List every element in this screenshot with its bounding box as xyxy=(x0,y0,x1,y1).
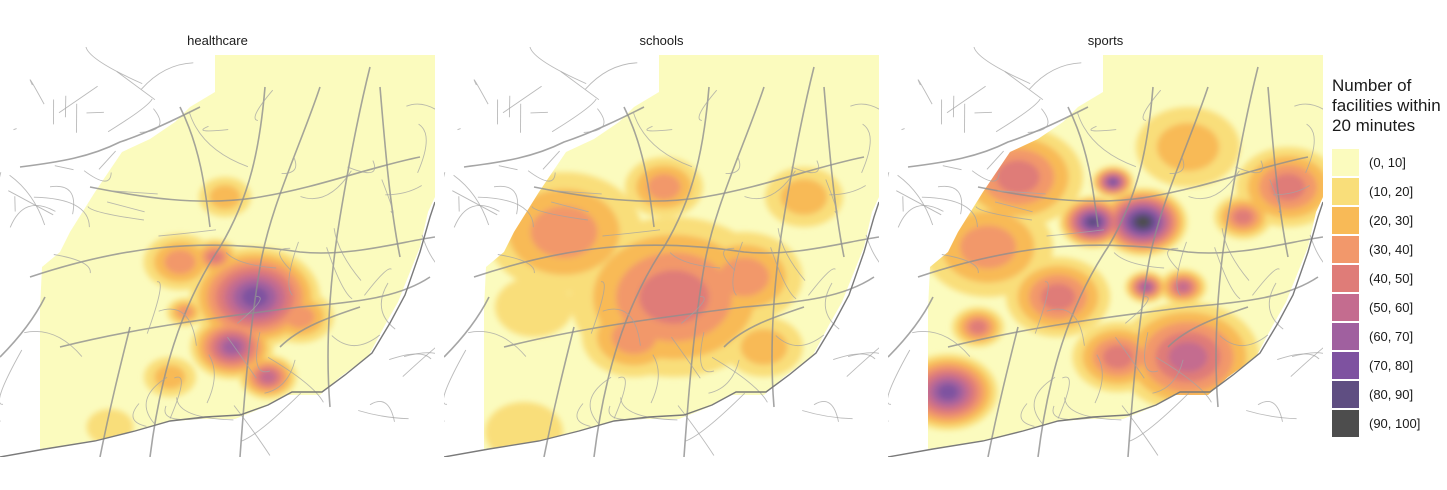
legend-label: (50, 60] xyxy=(1369,300,1414,315)
density-layer xyxy=(86,177,334,445)
density-contour xyxy=(780,179,828,215)
density-contour xyxy=(718,257,770,297)
density-contour xyxy=(495,277,573,337)
legend-swatch xyxy=(1332,178,1359,205)
legend-swatch xyxy=(1332,323,1359,350)
legend-item: (30, 40] xyxy=(1332,235,1447,264)
legend-label: (90, 100] xyxy=(1369,416,1421,431)
density-contour xyxy=(639,270,709,324)
legend-swatch xyxy=(1332,410,1359,437)
legend-title: Number of facilities within 20 minutes xyxy=(1332,76,1447,136)
density-contour xyxy=(164,250,196,274)
road-network xyxy=(888,47,1323,457)
panel-title-healthcare: healthcare xyxy=(187,33,248,48)
legend-item: (40, 50] xyxy=(1332,264,1447,293)
legend-item: (70, 80] xyxy=(1332,351,1447,380)
legend-label: (20, 30] xyxy=(1369,213,1414,228)
legend-item: (90, 100] xyxy=(1332,409,1447,438)
density-contour xyxy=(996,160,1040,194)
density-contour xyxy=(1102,345,1134,369)
density-contour xyxy=(1168,342,1208,372)
density-contour xyxy=(260,371,276,383)
legend-swatch xyxy=(1332,381,1359,408)
legend-label: (10, 20] xyxy=(1369,184,1414,199)
coastline xyxy=(444,201,879,457)
density-contour xyxy=(1108,178,1118,186)
legend-item: (20, 30] xyxy=(1332,206,1447,235)
density-contour xyxy=(86,409,134,445)
coastline xyxy=(0,201,435,457)
coastline xyxy=(888,201,1323,457)
legend-label: (80, 90] xyxy=(1369,387,1414,402)
road-network xyxy=(444,47,879,457)
density-contour xyxy=(1270,173,1306,201)
density-contour xyxy=(1233,209,1253,225)
legend-swatch xyxy=(1332,294,1359,321)
map-schools xyxy=(444,47,879,457)
legend-title-line: Number of xyxy=(1332,76,1412,95)
density-contour xyxy=(209,185,241,209)
legend-label: (30, 40] xyxy=(1369,242,1414,257)
density-contour xyxy=(1040,283,1076,311)
panel-title-sports: sports xyxy=(1087,33,1124,48)
map-sports xyxy=(888,47,1323,457)
density-contour xyxy=(740,329,788,365)
legend-title-line: facilities within xyxy=(1332,96,1441,115)
legend-title-line: 20 minutes xyxy=(1332,116,1416,135)
legend-item: (10, 20] xyxy=(1332,177,1447,206)
legend-label: (70, 80] xyxy=(1369,358,1414,373)
legend-swatch xyxy=(1332,149,1359,176)
legend-label: (60, 70] xyxy=(1369,329,1414,344)
density-contour xyxy=(611,319,657,355)
density-contour xyxy=(969,320,987,334)
density-contour xyxy=(1087,217,1099,227)
legend-swatch xyxy=(1332,236,1359,263)
density-contour xyxy=(960,225,1016,269)
density-contour xyxy=(154,365,186,389)
legend-item: (0, 10] xyxy=(1332,148,1447,177)
legend-item: (50, 60] xyxy=(1332,293,1447,322)
density-contour xyxy=(1156,123,1220,171)
legend: Number of facilities within 20 minutes (… xyxy=(1332,76,1447,438)
panel-title-schools: schools xyxy=(639,33,684,48)
legend-label: (0, 10] xyxy=(1369,155,1406,170)
density-contour xyxy=(938,384,958,400)
density-contour xyxy=(285,305,315,329)
legend-swatch xyxy=(1332,207,1359,234)
legend-items: (0, 10] (10, 20] (20, 30] (30, 40] (40, … xyxy=(1332,148,1447,438)
density-contour xyxy=(207,251,223,263)
density-contour xyxy=(647,174,681,200)
density-contour xyxy=(1136,216,1150,228)
density-contour xyxy=(1141,283,1151,291)
legend-item: (60, 70] xyxy=(1332,322,1447,351)
legend-swatch xyxy=(1332,265,1359,292)
road-network xyxy=(0,47,435,457)
legend-item: (80, 90] xyxy=(1332,380,1447,409)
legend-label: (40, 50] xyxy=(1369,271,1414,286)
legend-swatch xyxy=(1332,352,1359,379)
map-healthcare xyxy=(0,47,435,457)
density-contour xyxy=(1176,282,1190,292)
